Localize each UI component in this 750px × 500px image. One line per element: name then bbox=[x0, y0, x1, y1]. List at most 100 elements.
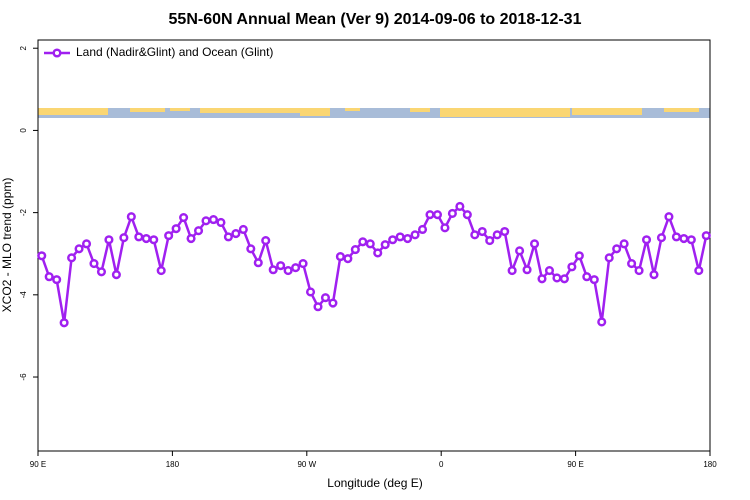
data-point bbox=[432, 210, 443, 220]
data-point bbox=[253, 258, 263, 268]
data-point bbox=[649, 270, 659, 280]
data-point bbox=[335, 252, 345, 262]
data-point bbox=[350, 245, 360, 255]
data-point bbox=[119, 233, 129, 243]
data-point bbox=[276, 261, 286, 271]
data-point bbox=[380, 240, 390, 250]
data-point bbox=[500, 226, 510, 237]
data-point bbox=[126, 212, 136, 222]
data-point bbox=[492, 230, 502, 240]
data-point bbox=[470, 230, 480, 240]
y-tick-label: -4 bbox=[19, 291, 28, 299]
data-point bbox=[410, 230, 420, 240]
data-point bbox=[343, 254, 353, 264]
x-tick-label: 90 E bbox=[30, 460, 46, 469]
legend-marker bbox=[52, 48, 62, 58]
data-point bbox=[291, 263, 301, 273]
data-point bbox=[537, 274, 547, 284]
data-point bbox=[328, 298, 338, 308]
data-point bbox=[567, 262, 577, 272]
data-point bbox=[388, 235, 398, 245]
data-point bbox=[440, 223, 450, 233]
data-point bbox=[268, 265, 278, 275]
data-point bbox=[425, 210, 435, 220]
data-point bbox=[231, 229, 241, 239]
y-tick-label: 2 bbox=[19, 45, 28, 50]
data-point bbox=[574, 251, 584, 261]
data-point bbox=[529, 239, 540, 249]
data-point bbox=[179, 213, 189, 223]
data-point bbox=[641, 235, 652, 245]
data-point bbox=[89, 259, 99, 269]
x-axis-label: Longitude (deg E) bbox=[327, 476, 422, 490]
y-tick-label: -6 bbox=[19, 373, 28, 381]
data-point bbox=[223, 232, 233, 242]
data-point bbox=[74, 244, 84, 254]
x-tick-label: 180 bbox=[703, 460, 717, 469]
data-point bbox=[701, 231, 711, 241]
data-point bbox=[313, 302, 323, 312]
data-point bbox=[141, 233, 151, 244]
data-point bbox=[686, 235, 696, 245]
y-tick-label: -2 bbox=[19, 209, 28, 217]
data-point bbox=[201, 216, 211, 226]
data-point bbox=[373, 248, 383, 258]
data-point bbox=[582, 272, 592, 282]
data-point bbox=[320, 293, 331, 303]
data-point bbox=[156, 266, 166, 276]
data-point bbox=[552, 273, 562, 283]
data-point bbox=[597, 317, 607, 327]
data-point bbox=[96, 267, 107, 277]
data-point bbox=[81, 239, 92, 249]
data-point bbox=[358, 237, 368, 247]
data-point bbox=[403, 233, 413, 244]
data-point bbox=[544, 266, 555, 276]
data-point bbox=[634, 266, 644, 276]
data-point bbox=[612, 244, 622, 254]
data-point bbox=[664, 212, 674, 222]
data-point bbox=[522, 265, 532, 275]
data-point bbox=[261, 236, 271, 246]
y-axis-label: XCO2 - MLO trend (ppm) bbox=[0, 178, 14, 313]
data-point bbox=[104, 235, 114, 245]
data-point bbox=[619, 239, 629, 249]
data-point bbox=[447, 208, 457, 218]
data-point bbox=[559, 274, 569, 284]
data-point bbox=[164, 231, 174, 241]
chart-title: 55N-60N Annual Mean (Ver 9) 2014-09-06 t… bbox=[169, 11, 582, 28]
data-point bbox=[298, 259, 308, 269]
x-tick-label: 180 bbox=[166, 460, 180, 469]
data-point bbox=[246, 244, 256, 254]
y-tick-label: 0 bbox=[19, 128, 28, 133]
data-point bbox=[485, 236, 495, 246]
data-point bbox=[186, 233, 196, 244]
series-line bbox=[40, 204, 708, 323]
data-point bbox=[515, 246, 525, 256]
data-point bbox=[208, 215, 219, 225]
data-point bbox=[216, 217, 226, 228]
data-point bbox=[589, 275, 599, 285]
data-point bbox=[656, 233, 667, 243]
data-point bbox=[193, 226, 204, 236]
x-tick-label: 90 W bbox=[297, 460, 316, 469]
data-point bbox=[455, 201, 465, 212]
data-point bbox=[671, 232, 681, 242]
data-point bbox=[627, 259, 637, 269]
data-point bbox=[477, 226, 487, 237]
data-point bbox=[238, 224, 248, 235]
data-point bbox=[305, 287, 316, 297]
data-point bbox=[134, 232, 144, 242]
data-point bbox=[283, 266, 293, 276]
data-point bbox=[59, 318, 69, 328]
data-point bbox=[694, 266, 704, 276]
data-point bbox=[365, 239, 375, 249]
data-point bbox=[37, 251, 47, 261]
data-point bbox=[604, 253, 614, 263]
legend-label: Land (Nadir&Glint) and Ocean (Glint) bbox=[76, 45, 273, 59]
data-point bbox=[679, 233, 689, 244]
x-tick-label: 90 E bbox=[567, 460, 583, 469]
data-point bbox=[52, 275, 62, 285]
data-point bbox=[417, 224, 428, 235]
data-point bbox=[67, 253, 77, 263]
